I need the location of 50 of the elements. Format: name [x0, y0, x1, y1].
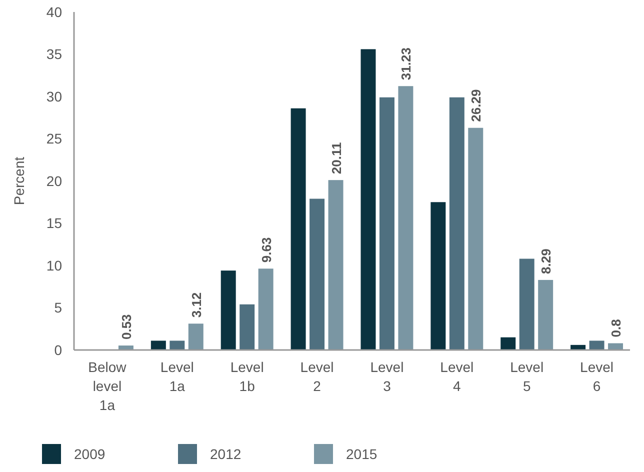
- bar: [118, 346, 134, 350]
- data-label: 9.63: [258, 237, 274, 263]
- bar: [379, 97, 394, 350]
- legend-label: 2015: [346, 446, 378, 462]
- x-tick-label: Level 4: [440, 359, 474, 394]
- y-tick-label: 25: [46, 130, 62, 147]
- y-tick-label: 40: [46, 4, 62, 20]
- data-label: 3.12: [188, 292, 204, 318]
- legend-label: 2012: [210, 446, 242, 462]
- x-tick-label: Level 3: [370, 359, 404, 394]
- y-tick-label: 35: [46, 46, 62, 62]
- bar: [589, 340, 604, 350]
- x-tick-label: Below level 1a: [88, 359, 128, 413]
- bar: [500, 337, 516, 350]
- bar: [240, 304, 255, 350]
- data-label: 31.23: [398, 48, 414, 80]
- y-axis-title: Percent: [11, 156, 27, 206]
- bar: [310, 198, 325, 350]
- y-tick-label: 15: [46, 215, 62, 232]
- x-tick-label: Level 2: [300, 359, 334, 394]
- bar: [608, 343, 624, 350]
- x-tick-label: Level 6: [580, 359, 614, 394]
- bar: [538, 280, 554, 350]
- y-tick-label: 20: [46, 172, 62, 189]
- bar: [468, 128, 484, 350]
- data-label: 0.8: [608, 319, 624, 338]
- bar: [170, 340, 185, 350]
- y-tick-label: 0: [54, 342, 62, 358]
- y-tick-label: 30: [46, 88, 62, 104]
- bar: [188, 324, 204, 350]
- legend-label: 2009: [74, 446, 106, 462]
- x-tick-label: Level 1a: [160, 359, 194, 394]
- bar: [328, 180, 344, 350]
- bar: [360, 49, 376, 350]
- y-tick-label: 10: [46, 257, 62, 274]
- bar: [290, 108, 306, 350]
- x-tick-label: Level 1b: [230, 359, 264, 394]
- bar: [220, 270, 236, 350]
- data-label: 0.53: [118, 314, 134, 340]
- bar: [258, 268, 274, 350]
- bar: [519, 258, 534, 350]
- bar: [449, 97, 464, 350]
- bar: [150, 340, 166, 350]
- data-label: 20.11: [328, 142, 344, 174]
- y-tick-label: 5: [54, 300, 62, 316]
- data-label: 26.29: [468, 89, 484, 122]
- bar: [430, 202, 446, 350]
- data-label: 8.29: [538, 248, 554, 274]
- x-tick-label: Level 5: [510, 359, 544, 394]
- bar: [398, 86, 414, 350]
